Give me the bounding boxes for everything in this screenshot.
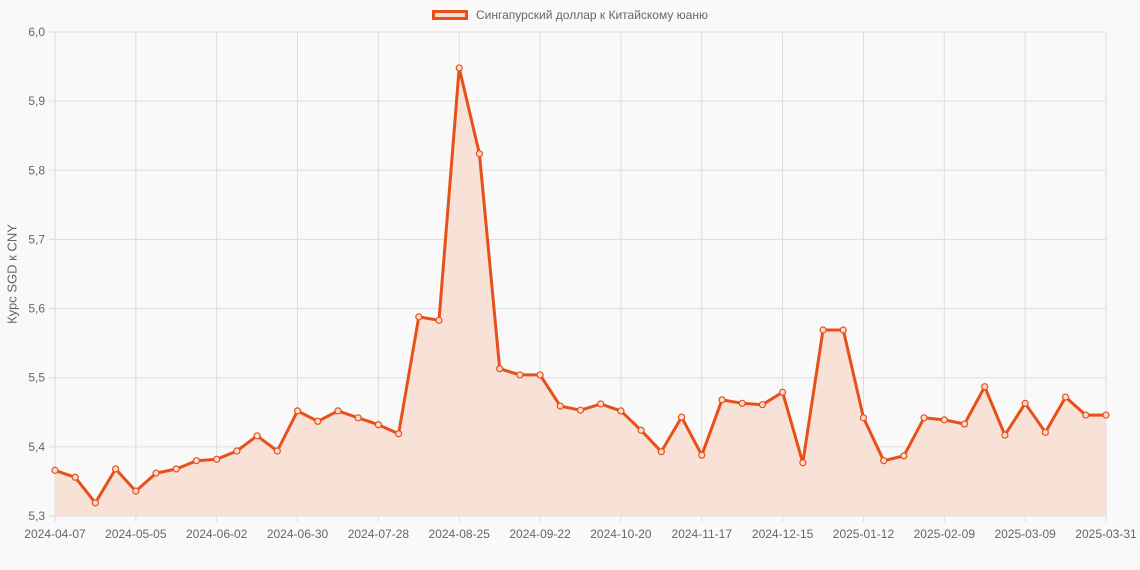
data-point[interactable] [374,421,382,429]
data-point[interactable] [556,402,564,410]
data-point[interactable] [394,430,403,438]
data-point[interactable] [859,414,868,422]
data-point[interactable] [455,64,463,72]
data-point[interactable] [415,313,423,321]
x-tick-label: 2024-10-20 [590,527,652,541]
y-tick-label: 5,3 [28,509,45,523]
data-point[interactable] [314,417,322,425]
data-point[interactable] [698,451,706,459]
y-tick-label: 5,4 [28,440,45,454]
data-point[interactable] [960,420,969,428]
data-point[interactable] [617,407,625,415]
data-point[interactable] [637,426,645,434]
x-tick-label: 2025-01-12 [833,527,895,541]
data-point[interactable] [496,365,504,373]
x-tick-label: 2024-12-15 [752,527,814,541]
data-point[interactable] [1102,411,1110,419]
data-point[interactable] [597,400,605,408]
data-point[interactable] [536,371,544,379]
y-tick-label: 6,0 [28,25,45,39]
data-point[interactable] [718,396,726,404]
y-tick-label: 5,5 [28,371,45,385]
data-point[interactable] [516,371,524,379]
data-point[interactable] [1041,428,1049,436]
x-tick-label: 2025-03-31 [1075,527,1137,541]
data-point[interactable] [112,465,120,473]
data-point[interactable] [839,326,847,334]
data-point[interactable] [880,457,888,465]
x-tick-label: 2024-06-02 [186,527,248,541]
data-point[interactable] [213,455,221,463]
data-point[interactable] [51,466,59,474]
data-point[interactable] [91,499,100,507]
data-point[interactable] [233,447,241,455]
x-tick-label: 2025-03-09 [994,527,1056,541]
data-point[interactable] [940,416,948,424]
data-point[interactable] [192,457,201,465]
data-point[interactable] [253,432,261,440]
data-point[interactable] [657,448,665,456]
data-point[interactable] [677,413,686,421]
x-tick-label: 2024-09-22 [509,527,571,541]
data-point[interactable] [900,452,908,460]
data-point[interactable] [293,407,302,415]
data-point[interactable] [738,399,746,407]
data-point[interactable] [172,465,180,473]
data-point[interactable] [799,459,807,467]
data-point[interactable] [819,326,827,334]
x-tick-label: 2024-11-17 [672,527,733,541]
data-point[interactable] [981,383,989,391]
data-point[interactable] [354,414,362,422]
data-point[interactable] [475,150,484,158]
y-tick-label: 5,9 [28,94,45,108]
y-tick-label: 5,6 [28,302,45,316]
data-points [51,64,1110,507]
legend-label: Сингапурский доллар к Китайскому юаню [475,8,708,22]
data-point[interactable] [152,469,160,477]
data-point[interactable] [758,401,767,409]
data-point[interactable] [273,447,281,455]
data-point[interactable] [1001,431,1009,439]
data-point[interactable] [576,406,585,414]
data-point[interactable] [71,473,79,481]
data-point[interactable] [1082,411,1090,419]
x-tick-label: 2024-04-07 [24,527,86,541]
x-axis-ticks: 2024-04-07 2024-05-05 2024-06-02 2024-06-30… [24,527,1137,541]
legend[interactable]: Сингапурский доллар к Китайскому юаню [0,6,1140,24]
y-tick-label: 5,8 [28,163,45,177]
legend-swatch-icon [431,10,468,20]
series-area-fill [55,68,1106,516]
x-tick-label: 2024-08-25 [429,527,491,541]
data-point[interactable] [334,407,342,415]
data-point[interactable] [435,316,443,324]
y-tick-label: 5,7 [28,232,45,246]
x-tick-label: 2024-06-30 [267,527,329,541]
data-point[interactable] [1061,393,1070,401]
y-axis-ticks: 6,0 5,9 5,8 5,7 5,6 5,5 5,4 5,3 [28,25,45,523]
data-point[interactable] [1021,399,1029,407]
x-tick-label: 2025-02-09 [914,527,976,541]
x-tick-label: 2024-07-28 [348,527,410,541]
data-point[interactable] [132,487,140,495]
data-point[interactable] [779,388,787,396]
x-tick-label: 2024-05-05 [105,527,167,541]
data-point[interactable] [920,414,928,422]
